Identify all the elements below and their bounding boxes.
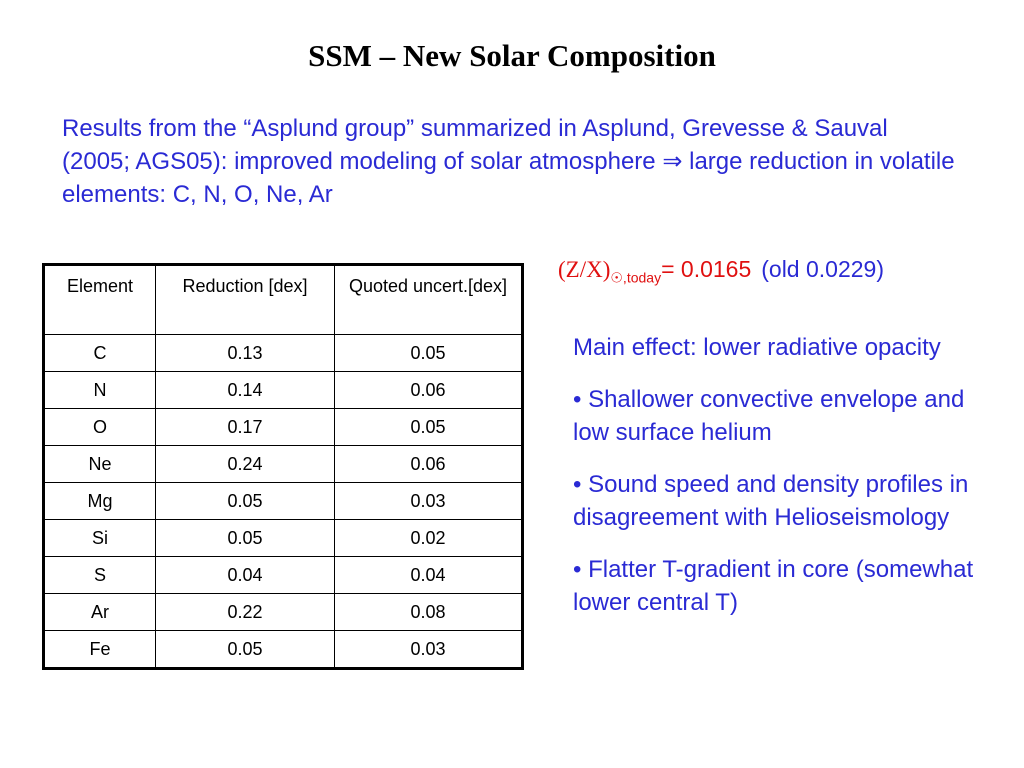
cell-uncertainty: 0.05 bbox=[334, 334, 523, 372]
cell-uncertainty: 0.03 bbox=[334, 482, 523, 520]
effects-list: Main effect: lower radiative opacity • S… bbox=[573, 331, 993, 638]
cell-element: C bbox=[43, 334, 156, 372]
cell-uncertainty: 0.04 bbox=[334, 556, 523, 594]
cell-reduction: 0.22 bbox=[155, 593, 335, 631]
cell-element: Mg bbox=[43, 482, 156, 520]
effect-item: • Flatter T-gradient in core (somewhat l… bbox=[573, 556, 974, 616]
cell-uncertainty: 0.06 bbox=[334, 445, 523, 483]
cell-reduction: 0.05 bbox=[155, 482, 335, 520]
cell-element: N bbox=[43, 371, 156, 409]
table-row: S 0.04 0.04 bbox=[43, 556, 523, 594]
cell-element: S bbox=[43, 556, 156, 594]
cell-element: O bbox=[43, 408, 156, 446]
table-row: O 0.17 0.05 bbox=[43, 408, 523, 446]
table-row: Mg 0.05 0.03 bbox=[43, 482, 523, 520]
cell-uncertainty: 0.06 bbox=[334, 371, 523, 409]
metallicity-subscript: ☉,today bbox=[610, 269, 662, 286]
cell-element: Ne bbox=[43, 445, 156, 483]
cell-reduction: 0.13 bbox=[155, 334, 335, 372]
cell-reduction: 0.05 bbox=[155, 519, 335, 557]
cell-element: Fe bbox=[43, 630, 156, 669]
table-row: Ar 0.22 0.08 bbox=[43, 593, 523, 631]
column-header-element: Element bbox=[43, 264, 156, 335]
intro-paragraph: Results from the “Asplund group” summari… bbox=[62, 112, 962, 211]
metallicity-symbol: (Z/X) bbox=[558, 257, 611, 282]
cell-reduction: 0.04 bbox=[155, 556, 335, 594]
intro-text: Results from the “Asplund group” summari… bbox=[62, 115, 888, 175]
cell-reduction: 0.24 bbox=[155, 445, 335, 483]
cell-uncertainty: 0.02 bbox=[334, 519, 523, 557]
cell-reduction: 0.17 bbox=[155, 408, 335, 446]
cell-reduction: 0.05 bbox=[155, 630, 335, 669]
cell-reduction: 0.14 bbox=[155, 371, 335, 409]
table-row: Si 0.05 0.02 bbox=[43, 519, 523, 557]
implies-arrow-icon: ⇒ bbox=[662, 148, 683, 175]
table-row: Fe 0.05 0.03 bbox=[43, 630, 523, 669]
column-header-reduction: Reduction [dex] bbox=[155, 264, 335, 335]
effect-item: • Shallower convective envelope and low … bbox=[573, 386, 965, 446]
effect-item: • Sound speed and density profiles in di… bbox=[573, 471, 969, 531]
slide-title: SSM – New Solar Composition bbox=[308, 38, 716, 73]
effect-main: Main effect: lower radiative opacity bbox=[573, 334, 941, 361]
metallicity-value: = 0.0165 bbox=[661, 256, 752, 282]
table-header-row: Element Reduction [dex] Quoted uncert.[d… bbox=[43, 264, 523, 335]
column-header-uncertainty: Quoted uncert.[dex] bbox=[334, 264, 523, 335]
cell-uncertainty: 0.08 bbox=[334, 593, 523, 631]
composition-table: Element Reduction [dex] Quoted uncert.[d… bbox=[42, 263, 524, 670]
table-row: N 0.14 0.06 bbox=[43, 371, 523, 409]
intro-text-2: large reduction in volatile elements: C,… bbox=[62, 148, 955, 208]
cell-element: Ar bbox=[43, 593, 156, 631]
table-row: Ne 0.24 0.06 bbox=[43, 445, 523, 483]
metallicity-ratio: (Z/X)☉,today= 0.0165 (old 0.0229) bbox=[558, 256, 884, 287]
cell-uncertainty: 0.03 bbox=[334, 630, 523, 669]
cell-element: Si bbox=[43, 519, 156, 557]
metallicity-old-value: (old 0.0229) bbox=[761, 256, 884, 282]
table-row: C 0.13 0.05 bbox=[43, 334, 523, 372]
cell-uncertainty: 0.05 bbox=[334, 408, 523, 446]
